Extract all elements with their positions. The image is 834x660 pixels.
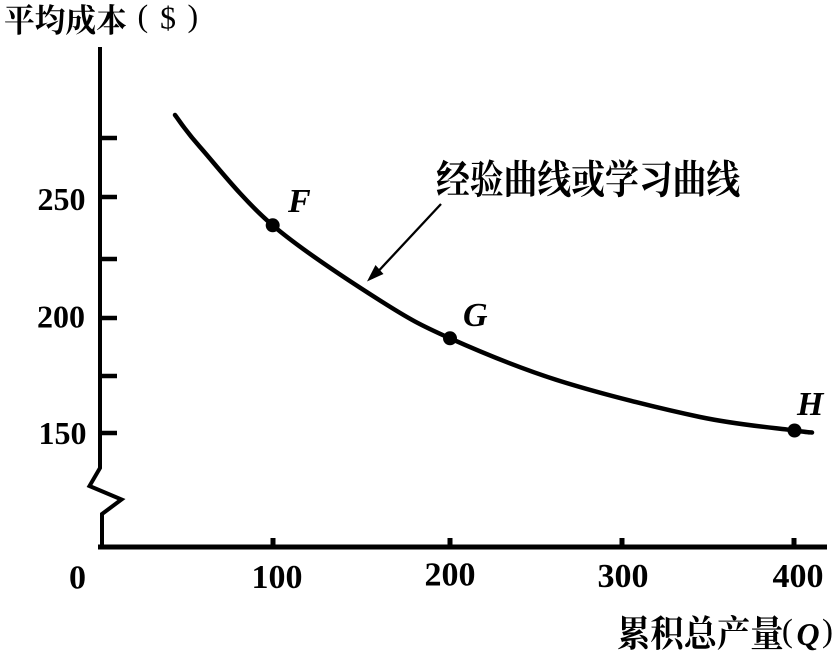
svg-text:(: ( [138,0,149,34]
svg-text:$: $ [160,0,176,36]
svg-text:0: 0 [69,560,86,597]
svg-text:): ) [822,614,833,650]
svg-text:300: 300 [598,558,649,595]
svg-text:Q: Q [797,616,820,652]
svg-text:200: 200 [425,557,476,594]
svg-text:100: 100 [252,559,303,596]
svg-text:400: 400 [773,558,824,595]
svg-text:F: F [287,183,311,220]
svg-text:): ) [188,0,199,34]
svg-text:(: ( [782,614,793,650]
svg-text:G: G [463,297,488,334]
svg-text:200: 200 [37,299,85,335]
svg-text:250: 250 [38,181,86,217]
svg-text:150: 150 [39,415,87,451]
svg-text:H: H [796,386,825,423]
